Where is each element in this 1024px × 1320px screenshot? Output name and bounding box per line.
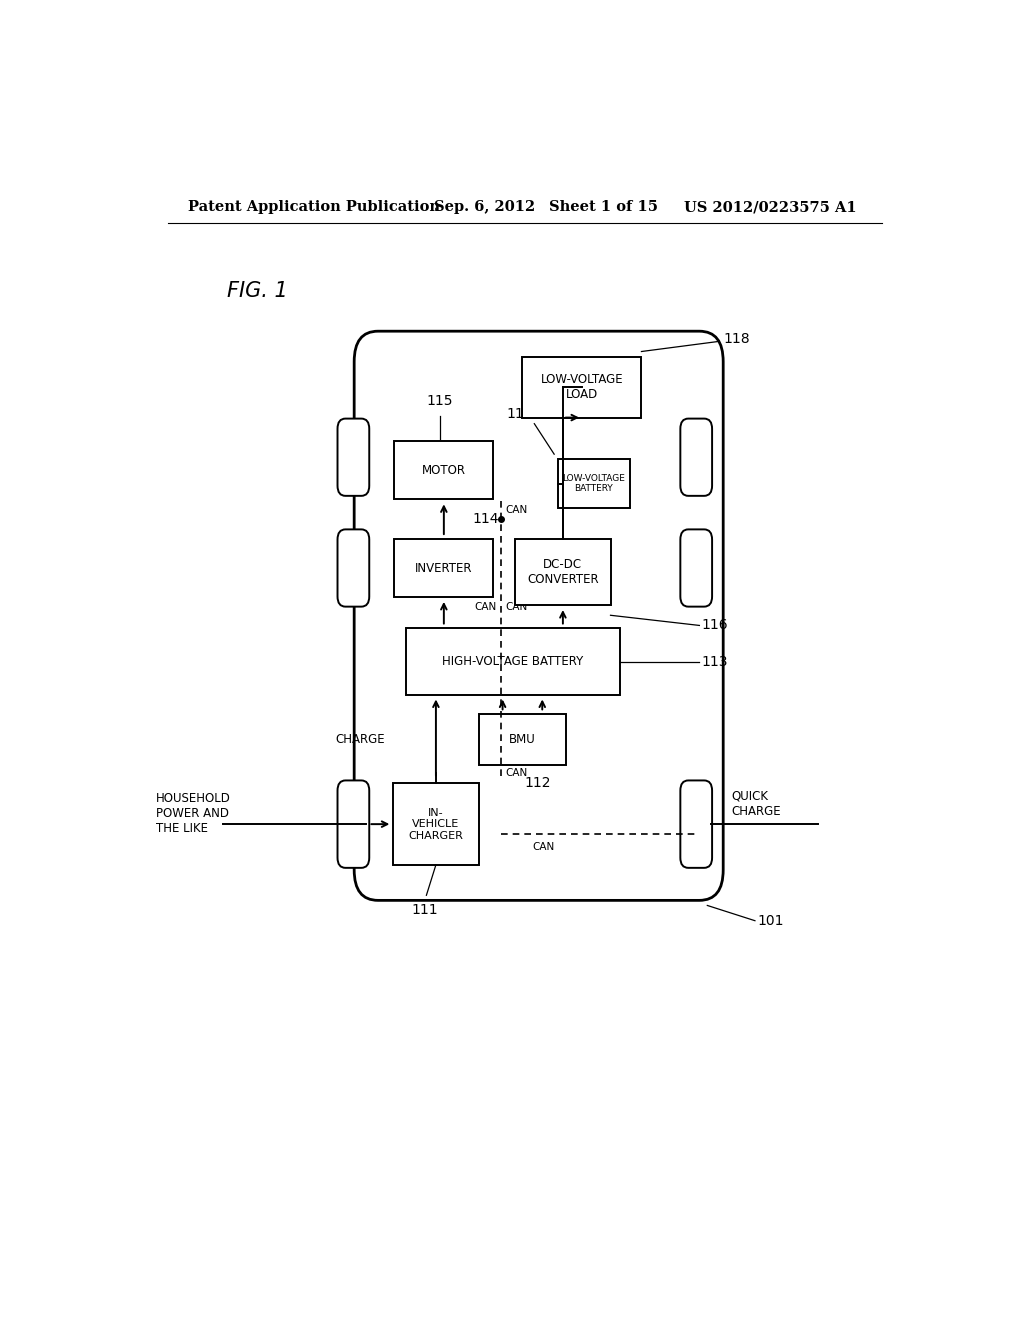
Bar (406, 628, 621, 694)
FancyBboxPatch shape (680, 780, 712, 867)
FancyBboxPatch shape (338, 529, 370, 607)
Text: CHARGE: CHARGE (336, 733, 385, 746)
Text: CAN: CAN (505, 602, 527, 612)
Text: CAN: CAN (475, 602, 497, 612)
Text: US 2012/0223575 A1: US 2012/0223575 A1 (684, 201, 856, 214)
Text: 114: 114 (473, 512, 500, 527)
Bar (558, 459, 630, 508)
Bar (394, 441, 494, 499)
Text: 101: 101 (758, 913, 783, 928)
Text: LOW-VOLTAGE
LOAD: LOW-VOLTAGE LOAD (541, 374, 624, 401)
Text: DC-DC
CONVERTER: DC-DC CONVERTER (527, 558, 599, 586)
Text: CAN: CAN (505, 768, 527, 779)
Text: Sep. 6, 2012: Sep. 6, 2012 (433, 201, 535, 214)
FancyBboxPatch shape (680, 529, 712, 607)
Text: IN-
VEHICLE
CHARGER: IN- VEHICLE CHARGER (409, 808, 463, 841)
Text: HIGH-VOLTAGE BATTERY: HIGH-VOLTAGE BATTERY (442, 655, 584, 668)
Text: 117: 117 (506, 407, 532, 421)
Text: 111: 111 (412, 903, 438, 917)
Text: 113: 113 (701, 655, 728, 668)
Text: Patent Application Publication: Patent Application Publication (187, 201, 439, 214)
FancyBboxPatch shape (338, 780, 370, 867)
FancyBboxPatch shape (338, 418, 370, 496)
Bar (515, 539, 610, 605)
Text: INVERTER: INVERTER (415, 561, 473, 574)
Bar (394, 539, 494, 597)
FancyBboxPatch shape (680, 418, 712, 496)
Text: 115: 115 (427, 393, 454, 408)
Bar (522, 356, 641, 417)
Bar (393, 784, 479, 865)
Text: 112: 112 (524, 776, 551, 791)
Text: FIG. 1: FIG. 1 (227, 281, 288, 301)
Text: BMU: BMU (509, 734, 536, 746)
Text: MOTOR: MOTOR (422, 463, 466, 477)
Text: Sheet 1 of 15: Sheet 1 of 15 (549, 201, 657, 214)
Text: LOW-VOLTAGE
BATTERY: LOW-VOLTAGE BATTERY (562, 474, 626, 494)
Text: CAN: CAN (505, 504, 527, 515)
Text: CAN: CAN (532, 842, 555, 851)
Text: QUICK
CHARGE: QUICK CHARGE (731, 789, 780, 818)
Text: 116: 116 (701, 619, 728, 632)
FancyBboxPatch shape (354, 331, 723, 900)
Text: HOUSEHOLD
POWER AND
THE LIKE: HOUSEHOLD POWER AND THE LIKE (156, 792, 230, 836)
Text: 118: 118 (723, 333, 750, 346)
Bar (479, 714, 566, 766)
